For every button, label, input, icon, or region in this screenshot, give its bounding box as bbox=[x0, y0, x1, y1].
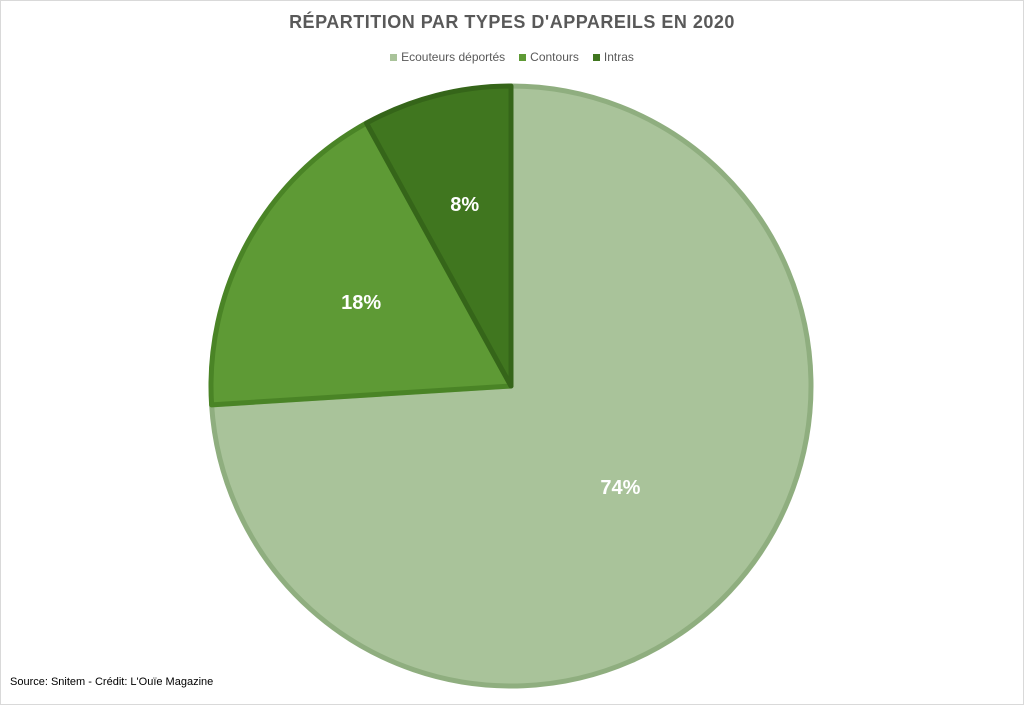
slice-intras bbox=[363, 83, 514, 389]
data-label-contours: 18% bbox=[341, 292, 381, 314]
legend-label: Ecouteurs déportés bbox=[401, 50, 506, 64]
slice-contours bbox=[208, 120, 514, 408]
data-label-intras: 8% bbox=[450, 194, 479, 216]
source-credit: Source: Snitem - Crédit: L'Ouïe Magazine bbox=[10, 676, 214, 688]
chart-legend: Ecouteurs déportés Contours Intras bbox=[0, 50, 1024, 64]
legend-item-ecouteurs: Ecouteurs déportés bbox=[390, 50, 505, 64]
data-label-ecouteurs: 74% bbox=[600, 477, 640, 499]
legend-item-contours: Contours bbox=[519, 50, 579, 64]
legend-swatch bbox=[592, 53, 600, 61]
legend-item-intras: Intras bbox=[592, 50, 634, 64]
legend-label: Intras bbox=[603, 50, 634, 64]
legend-label: Contours bbox=[530, 50, 579, 64]
chart-title: RÉPARTITION PAR TYPES D'APPAREILS EN 202… bbox=[289, 12, 735, 32]
legend-swatch bbox=[519, 53, 527, 61]
legend-swatch bbox=[390, 53, 398, 61]
